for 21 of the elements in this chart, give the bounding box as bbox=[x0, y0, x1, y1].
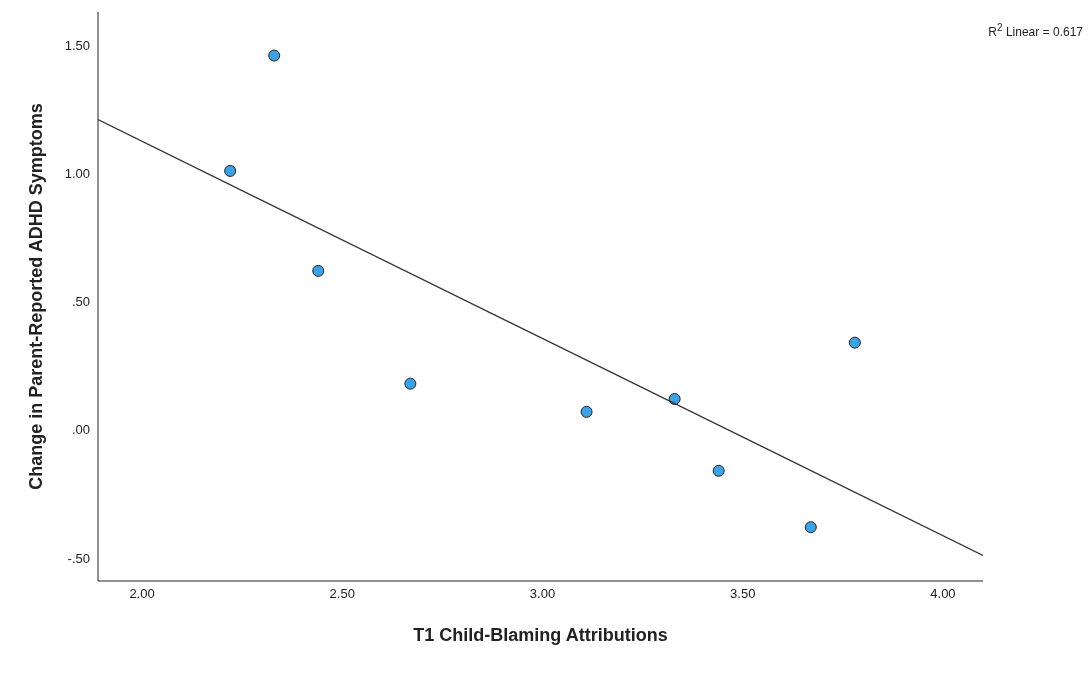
y-tick-label: 1.50 bbox=[64, 37, 90, 53]
y-tick-label: -.50 bbox=[67, 550, 90, 566]
point bbox=[224, 164, 237, 177]
point bbox=[580, 405, 593, 418]
y-tick-label: 1.00 bbox=[64, 166, 90, 182]
y-tick-label: .50 bbox=[71, 294, 90, 310]
point bbox=[404, 377, 417, 390]
y-tick-label: .00 bbox=[71, 422, 90, 438]
y-axis-title: Change in Parent-Reported ADHD Symptoms bbox=[26, 103, 47, 490]
x-tick-label: 3.00 bbox=[529, 586, 556, 602]
point bbox=[312, 264, 325, 277]
x-axis-title: T1 Child-Blaming Attributions bbox=[413, 625, 668, 645]
x-tick-label: 2.00 bbox=[129, 586, 155, 602]
x-tick-label: 2.50 bbox=[329, 586, 355, 602]
point bbox=[712, 464, 725, 477]
point bbox=[804, 521, 817, 534]
point bbox=[848, 336, 861, 349]
point bbox=[268, 49, 281, 62]
x-tick-label: 3.50 bbox=[730, 586, 756, 602]
x-tick-label: 4.00 bbox=[930, 586, 956, 602]
text: R$^{2}$ Linear = 0.617 bbox=[988, 22, 1083, 39]
